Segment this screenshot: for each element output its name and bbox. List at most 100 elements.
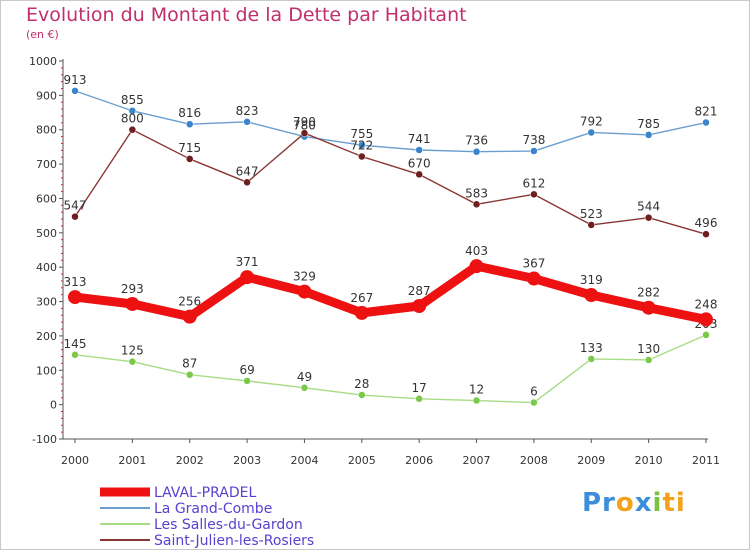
data-label-saint-julien-les-rosiers: 523 [580, 207, 603, 221]
data-point-laval-pradel [526, 271, 541, 286]
data-label-la-grand-combe: 821 [695, 105, 718, 119]
y-tick-label: 800 [36, 124, 57, 137]
legend-label-la-grand-combe: La Grand-Combe [154, 501, 272, 517]
data-point-la-grand-combe [243, 118, 251, 126]
data-label-la-grand-combe: 741 [408, 132, 431, 146]
data-label-saint-julien-les-rosiers: 722 [350, 139, 373, 153]
data-label-les-salles-du-gardon: 6 [530, 385, 538, 399]
data-point-la-grand-combe [415, 146, 423, 154]
data-label-laval-pradel: 248 [695, 297, 718, 311]
data-point-saint-julien-les-rosiers [702, 230, 710, 238]
data-label-la-grand-combe: 792 [580, 114, 603, 128]
data-label-laval-pradel: 287 [408, 284, 431, 298]
series-line-la-grand-combe [74, 90, 707, 153]
data-label-saint-julien-les-rosiers: 800 [121, 112, 144, 126]
data-label-laval-pradel: 293 [121, 282, 144, 296]
logo-letters: ti [662, 488, 686, 518]
y-tick-label: 200 [36, 330, 57, 343]
data-label-les-salles-du-gardon: 49 [297, 370, 312, 384]
data-point-la-grand-combe [530, 147, 538, 155]
data-label-laval-pradel: 329 [293, 270, 316, 284]
x-tick-label: 2011 [692, 454, 720, 467]
data-label-laval-pradel: 371 [236, 255, 259, 269]
data-label-la-grand-combe: 823 [236, 104, 259, 118]
data-point-la-grand-combe [358, 141, 366, 149]
x-tick-label: 2009 [577, 454, 605, 467]
data-label-laval-pradel: 403 [465, 244, 488, 258]
x-tick-label: 2002 [176, 454, 204, 467]
data-point-saint-julien-les-rosiers [530, 190, 538, 199]
logo-letters: i [652, 488, 663, 518]
data-point-saint-julien-les-rosiers [243, 178, 251, 187]
data-point-laval-pradel [68, 290, 82, 305]
data-point-la-grand-combe [71, 87, 79, 95]
data-point-laval-pradel [182, 309, 197, 324]
proxiti-logo: Proxiti [582, 488, 686, 518]
data-label-les-salles-du-gardon: 12 [469, 383, 484, 397]
x-tick-label: 2003 [233, 454, 261, 467]
chart-title: Evolution du Montant de la Dette par Hab… [26, 4, 467, 26]
data-label-les-salles-du-gardon: 133 [580, 341, 603, 355]
data-point-saint-julien-les-rosiers [472, 200, 481, 209]
data-point-les-salles-du-gardon [415, 395, 423, 403]
x-tick-label: 2005 [348, 454, 376, 467]
y-tick-label: 1000 [29, 55, 57, 68]
data-label-les-salles-du-gardon: 125 [121, 344, 144, 358]
data-label-les-salles-du-gardon: 145 [64, 337, 87, 351]
data-point-laval-pradel [240, 270, 255, 285]
x-tick-label: 2001 [118, 454, 146, 467]
data-point-la-grand-combe [587, 128, 596, 137]
data-label-la-grand-combe: 913 [64, 73, 87, 87]
data-point-les-salles-du-gardon [185, 370, 194, 379]
data-label-la-grand-combe: 755 [350, 127, 373, 141]
y-tick-label: 0 [50, 399, 57, 412]
data-label-la-grand-combe: 855 [121, 93, 144, 107]
data-label-saint-julien-les-rosiers: 583 [465, 186, 488, 200]
x-tick-label: 2010 [635, 454, 663, 467]
x-tick-label: 2008 [520, 454, 548, 467]
data-label-la-grand-combe: 738 [522, 133, 545, 147]
logo-letters: Pr [582, 488, 616, 518]
data-point-saint-julien-les-rosiers [358, 152, 366, 161]
data-label-saint-julien-les-rosiers: 647 [236, 164, 259, 178]
series-line-saint-julien-les-rosiers [74, 129, 707, 235]
chart-subtitle: (en €) [26, 28, 59, 41]
data-label-saint-julien-les-rosiers: 544 [637, 200, 660, 214]
y-tick-label: 500 [36, 227, 57, 240]
data-point-la-grand-combe [644, 131, 653, 139]
data-point-saint-julien-les-rosiers [644, 213, 653, 222]
data-point-les-salles-du-gardon [587, 355, 596, 363]
data-label-la-grand-combe: 780 [293, 119, 316, 133]
data-label-laval-pradel: 367 [522, 257, 545, 271]
data-label-les-salles-du-gardon: 87 [182, 357, 197, 371]
data-label-saint-julien-les-rosiers: 496 [695, 216, 718, 230]
data-point-laval-pradel [125, 296, 140, 311]
data-point-les-salles-du-gardon [243, 377, 251, 385]
data-point-les-salles-du-gardon [128, 357, 137, 366]
data-label-saint-julien-les-rosiers: 670 [408, 156, 431, 170]
data-point-les-salles-du-gardon [702, 331, 710, 339]
x-tick-label: 2007 [463, 454, 491, 467]
y-tick-label: 700 [36, 158, 57, 171]
y-tick-label: 300 [36, 296, 57, 309]
data-label-saint-julien-les-rosiers: 790 [293, 115, 316, 129]
data-label-la-grand-combe: 785 [637, 117, 660, 131]
x-tick-label: 2006 [405, 454, 433, 467]
series-line-les-salles-du-gardon [74, 334, 707, 404]
legend-label-les-salles-du-gardon: Les Salles-du-Gardon [154, 517, 303, 533]
data-point-les-salles-du-gardon [644, 356, 653, 364]
y-tick-label: 100 [36, 364, 57, 377]
data-point-saint-julien-les-rosiers [185, 155, 194, 163]
data-point-laval-pradel [354, 305, 369, 320]
data-point-la-grand-combe [128, 107, 137, 115]
y-tick-label: 400 [36, 261, 57, 274]
data-point-les-salles-du-gardon [71, 351, 79, 359]
data-point-la-grand-combe [702, 118, 710, 127]
data-point-laval-pradel [699, 312, 713, 327]
data-point-laval-pradel [641, 300, 656, 315]
data-point-les-salles-du-gardon [472, 396, 481, 405]
x-tick-label: 2000 [61, 454, 89, 467]
data-label-laval-pradel: 313 [64, 275, 87, 289]
